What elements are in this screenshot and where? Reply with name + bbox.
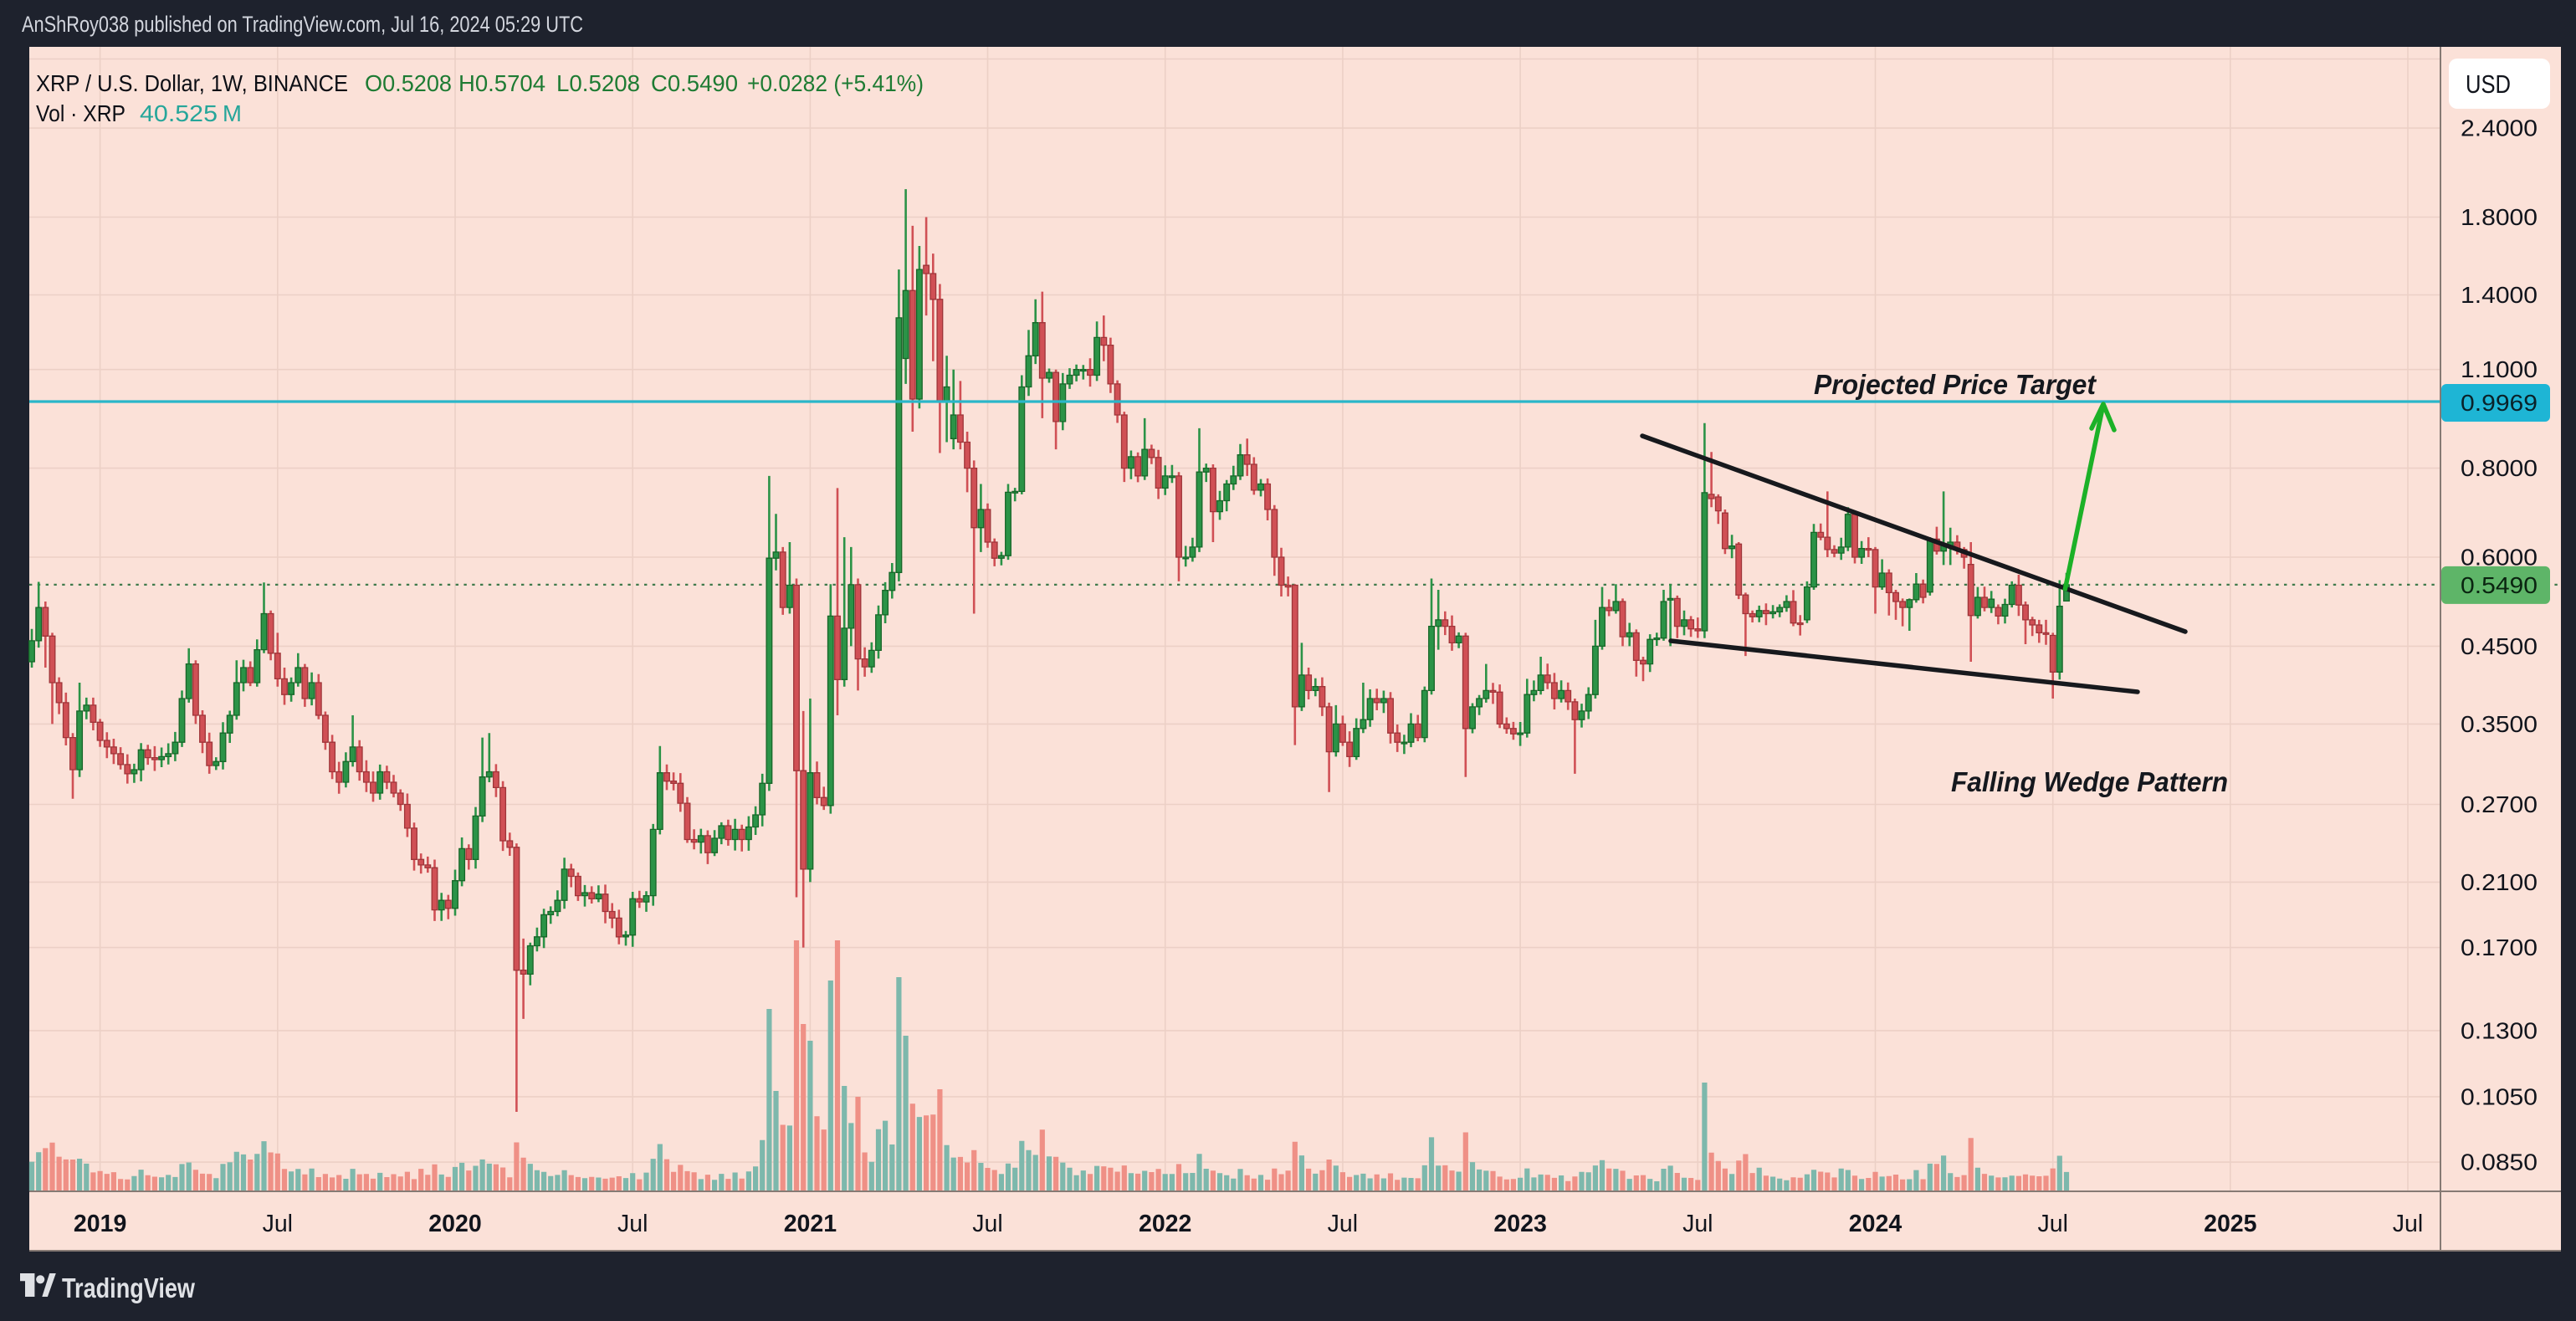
svg-text:C0.5490: C0.5490 — [651, 70, 738, 96]
svg-text:2023: 2023 — [1493, 1211, 1546, 1237]
svg-text:O0.5208: O0.5208 — [365, 70, 452, 96]
svg-text:0.2100: 0.2100 — [2461, 869, 2538, 895]
svg-text:2020: 2020 — [428, 1211, 481, 1237]
svg-text:2024: 2024 — [1849, 1211, 1903, 1237]
svg-text:2021: 2021 — [784, 1211, 837, 1237]
svg-text:0.1300: 0.1300 — [2461, 1017, 2538, 1043]
svg-text:0.8000: 0.8000 — [2461, 455, 2538, 481]
svg-text:AnShRoy038 published on Tradin: AnShRoy038 published on TradingView.com,… — [22, 12, 583, 37]
svg-text:Projected Price Target: Projected Price Target — [1814, 369, 2097, 400]
svg-text:Falling Wedge Pattern: Falling Wedge Pattern — [1951, 766, 2228, 797]
svg-text:0.4500: 0.4500 — [2461, 633, 2538, 659]
svg-text:0.1700: 0.1700 — [2461, 934, 2538, 960]
svg-text:Vol · XRP: Vol · XRP — [36, 100, 125, 126]
svg-text:+0.0282 (+5.41%): +0.0282 (+5.41%) — [747, 70, 924, 96]
svg-text:TradingView: TradingView — [62, 1272, 195, 1303]
svg-text:Jul: Jul — [1682, 1211, 1713, 1237]
svg-text:XRP / U.S. Dollar, 1W, BINANCE: XRP / U.S. Dollar, 1W, BINANCE — [36, 70, 348, 96]
svg-text:0.1050: 0.1050 — [2461, 1083, 2538, 1109]
svg-text:1.8000: 1.8000 — [2461, 204, 2538, 230]
svg-text:2.4000: 2.4000 — [2461, 115, 2538, 141]
svg-text:0.9969: 0.9969 — [2461, 390, 2538, 416]
svg-text:0.2700: 0.2700 — [2461, 791, 2538, 817]
svg-text:0.5490: 0.5490 — [2461, 572, 2538, 598]
svg-text:1.1000: 1.1000 — [2461, 356, 2538, 382]
svg-text:1.4000: 1.4000 — [2461, 282, 2538, 308]
svg-text:H0.5704: H0.5704 — [458, 70, 545, 96]
svg-text:0.6000: 0.6000 — [2461, 545, 2538, 571]
svg-text:2022: 2022 — [1139, 1211, 1191, 1237]
svg-text:M: M — [223, 100, 242, 126]
svg-text:2025: 2025 — [2204, 1211, 2257, 1237]
svg-text:Jul: Jul — [2393, 1211, 2423, 1237]
svg-text:0.3500: 0.3500 — [2461, 711, 2538, 737]
svg-text:Jul: Jul — [1328, 1211, 1358, 1237]
svg-text:Jul: Jul — [2037, 1211, 2067, 1237]
svg-text:Jul: Jul — [617, 1211, 648, 1237]
svg-text:0.0850: 0.0850 — [2461, 1149, 2538, 1175]
svg-text:USD: USD — [2466, 69, 2511, 99]
svg-text:Jul: Jul — [263, 1211, 293, 1237]
svg-text:40.525: 40.525 — [140, 100, 218, 126]
svg-text:L0.5208: L0.5208 — [556, 70, 640, 96]
svg-text:Jul: Jul — [972, 1211, 1002, 1237]
svg-text:2019: 2019 — [74, 1211, 126, 1237]
